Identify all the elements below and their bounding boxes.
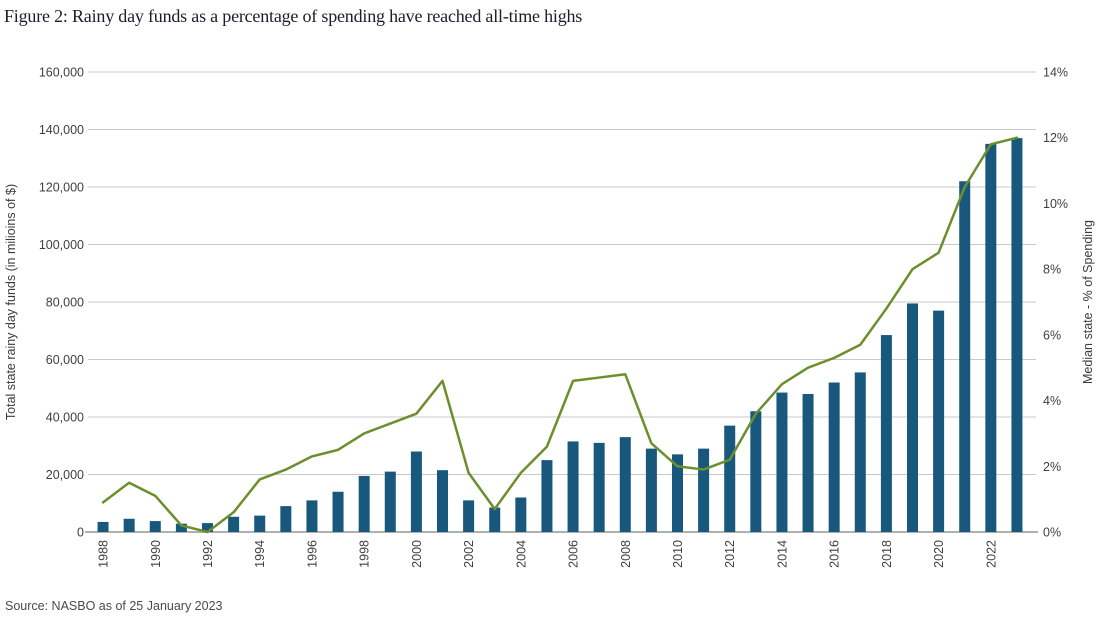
x-axis-tick-label: 2018 xyxy=(880,540,894,568)
x-axis-tick-label: 2014 xyxy=(775,540,789,568)
bar-2004 xyxy=(515,497,527,532)
bar-2023 xyxy=(1011,138,1023,532)
left-axis-tick-label: 0 xyxy=(77,526,84,540)
bar-1989 xyxy=(123,518,135,532)
bar-2014 xyxy=(776,392,788,532)
left-axis-tick-label: 60,000 xyxy=(46,353,84,367)
bar-2021 xyxy=(959,181,971,532)
x-axis-tick-label: 1998 xyxy=(358,540,372,568)
bar-2010 xyxy=(672,454,683,532)
source-note: Source: NASBO as of 25 January 2023 xyxy=(5,599,223,613)
right-axis-tick-label: 6% xyxy=(1043,328,1061,342)
bar-2007 xyxy=(593,442,605,532)
right-axis-tick-label: 2% xyxy=(1043,460,1061,474)
x-axis-tick-label: 1990 xyxy=(149,540,163,568)
bar-2006 xyxy=(567,441,579,532)
x-axis-tick-label: 1994 xyxy=(253,540,267,568)
bar-2005 xyxy=(541,460,553,532)
bar-2020 xyxy=(933,310,945,532)
right-axis-tick-label: 8% xyxy=(1043,263,1061,277)
right-axis-tick-label: 10% xyxy=(1043,197,1068,211)
bar-2011 xyxy=(698,448,710,532)
bar-1996 xyxy=(306,500,318,532)
bar-1992 xyxy=(202,523,213,532)
bar-2022 xyxy=(985,143,997,532)
bar-1993 xyxy=(228,516,240,532)
bar-2015 xyxy=(802,394,814,532)
bar-2013 xyxy=(750,411,762,532)
bar-1997 xyxy=(332,491,344,532)
x-axis-tick-label: 2000 xyxy=(410,540,424,568)
bar-2000 xyxy=(410,451,422,532)
right-axis-tick-label: 0% xyxy=(1043,526,1061,540)
left-axis-title: Total state rainy day funds (in milioins… xyxy=(4,184,18,420)
bar-2001 xyxy=(437,470,448,532)
x-axis-tick-label: 2004 xyxy=(514,540,528,568)
x-axis-tick-label: 2016 xyxy=(828,540,842,568)
x-axis-tick-label: 2006 xyxy=(567,540,581,568)
bar-2017 xyxy=(854,372,866,532)
right-axis-title: Median state - % of Spending xyxy=(1081,220,1095,384)
bar-1991 xyxy=(175,523,187,532)
right-axis-tick-label: 14% xyxy=(1043,66,1068,80)
chart-title: Figure 2: Rainy day funds as a percentag… xyxy=(4,6,583,26)
bar-2002 xyxy=(463,500,475,532)
bar-2016 xyxy=(828,382,840,532)
bar-1999 xyxy=(384,471,396,532)
x-axis-tick-label: 2020 xyxy=(932,540,946,568)
bar-1990 xyxy=(149,521,161,532)
left-axis-tick-label: 120,000 xyxy=(39,181,84,195)
x-axis-tick-label: 2008 xyxy=(619,540,633,568)
x-axis-tick-label: 2010 xyxy=(671,540,685,568)
bar-2003 xyxy=(489,507,501,532)
x-axis-tick-label: 1992 xyxy=(201,540,215,568)
bar-1994 xyxy=(254,515,266,532)
x-axis-tick-label: 2012 xyxy=(723,540,737,568)
left-axis-tick-label: 40,000 xyxy=(46,411,84,425)
x-axis-tick-label: 1988 xyxy=(97,540,111,568)
bar-2012 xyxy=(724,425,736,532)
right-axis-tick-label: 12% xyxy=(1043,131,1068,145)
left-axis-tick-label: 20,000 xyxy=(46,468,84,482)
bar-1998 xyxy=(358,475,370,532)
x-axis-tick-label: 2022 xyxy=(984,540,998,568)
bar-1995 xyxy=(280,506,292,532)
x-axis-tick-label: 1996 xyxy=(305,540,319,568)
x-axis-tick-label: 2002 xyxy=(462,540,476,568)
median-percent-line xyxy=(101,136,1019,534)
bar-2008 xyxy=(619,437,631,532)
bar-1988 xyxy=(97,521,109,532)
bar-2019 xyxy=(907,303,918,532)
bar-2009 xyxy=(645,448,657,532)
left-axis-tick-label: 80,000 xyxy=(46,296,84,310)
right-axis-tick-label: 4% xyxy=(1043,394,1061,408)
left-axis-tick-label: 140,000 xyxy=(39,123,84,137)
left-axis-tick-label: 100,000 xyxy=(39,238,84,252)
bar-2018 xyxy=(880,335,892,532)
left-axis-tick-label: 160,000 xyxy=(39,66,84,80)
